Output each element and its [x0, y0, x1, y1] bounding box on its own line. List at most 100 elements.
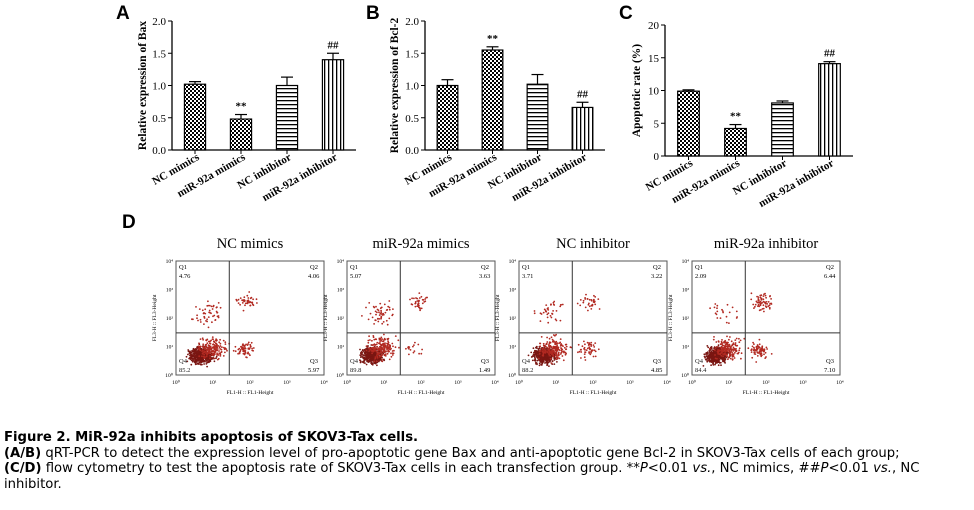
- scatter-point: [256, 302, 258, 304]
- scatter-point: [583, 346, 586, 349]
- scatter-point: [359, 359, 361, 362]
- scatter-point: [577, 343, 580, 346]
- scatter-point: [201, 360, 204, 363]
- scatter-point: [722, 311, 724, 314]
- scatter-point: [414, 341, 416, 344]
- scatter-point: [372, 347, 375, 350]
- scatter-point: [376, 352, 379, 355]
- scatter-point: [762, 298, 765, 301]
- scatter-point: [594, 355, 597, 358]
- scatter-point: [731, 353, 734, 356]
- scatter-point: [374, 347, 377, 350]
- scatter-point: [710, 347, 713, 350]
- scatter-point: [365, 345, 368, 348]
- scatter-point: [762, 304, 765, 307]
- scatter-point: [728, 311, 731, 314]
- scatter-point: [405, 347, 407, 350]
- scatter-point: [536, 347, 538, 350]
- scatter-point: [729, 348, 732, 351]
- scatter-point: [530, 356, 533, 358]
- scatter-point: [751, 345, 754, 348]
- scatter-point: [753, 307, 755, 309]
- scatter-point: [714, 312, 717, 315]
- scatter-point: [390, 355, 393, 358]
- scatter-point: [203, 353, 206, 356]
- scatter-point: [246, 352, 249, 355]
- scatter-point: [559, 305, 562, 308]
- scatter-point: [367, 339, 370, 342]
- scatter-point: [732, 346, 735, 349]
- scatter-point: [392, 345, 394, 348]
- scatter-point: [594, 342, 597, 344]
- scatter-point: [382, 321, 385, 323]
- scatter-point: [384, 342, 386, 345]
- scatter-point: [597, 298, 600, 300]
- scatter-point: [369, 339, 371, 341]
- scatter-point: [219, 355, 222, 357]
- scatter-point: [553, 351, 556, 353]
- scatter-point: [203, 347, 206, 349]
- scatter-point: [368, 335, 370, 338]
- scatter-point: [545, 359, 547, 362]
- scatter-point: [380, 336, 383, 339]
- scatter-point: [244, 304, 246, 307]
- scatter-point: [419, 309, 421, 312]
- scatter-point: [708, 353, 711, 356]
- scatter-point: [359, 354, 362, 356]
- scatter-point: [549, 345, 551, 348]
- figure-caption: Figure 2. MiR-92a inhibits apoptosis of …: [4, 430, 970, 492]
- scatter-point: [207, 316, 210, 318]
- scatter-point: [584, 343, 586, 346]
- scatter-point: [756, 355, 759, 357]
- scatter-point: [763, 310, 765, 313]
- scatter-point: [549, 350, 551, 353]
- scatter-point: [373, 338, 376, 341]
- scatter-point: [533, 355, 535, 358]
- scatter-point: [207, 344, 210, 347]
- scatter-point: [754, 303, 757, 306]
- caption-ab-label: (A/B): [4, 445, 42, 461]
- significance-label: ##: [824, 48, 836, 60]
- scatter-point: [707, 346, 710, 349]
- scatter-point: [584, 359, 587, 361]
- scatter-point: [374, 344, 376, 346]
- flow-plot-title: miR-92a inhibitor: [713, 236, 819, 252]
- scatter-point: [372, 354, 375, 357]
- y-axis-label: FL3-H :: FL3-Height: [152, 294, 158, 341]
- scatter-point: [187, 353, 189, 356]
- scatter-point: [712, 355, 715, 358]
- scatter-point: [248, 347, 251, 349]
- scatter-point: [758, 305, 761, 308]
- scatter-point: [729, 357, 732, 360]
- scatter-points: [702, 292, 773, 367]
- scatter-point: [758, 343, 761, 346]
- x-tick-label: 10³: [626, 380, 634, 386]
- scatter-point: [584, 306, 587, 309]
- scatter-point: [547, 349, 550, 352]
- scatter-point: [557, 353, 559, 356]
- scatter-point: [550, 316, 553, 319]
- quadrant-value: 5.07: [350, 273, 362, 280]
- scatter-point: [597, 348, 600, 351]
- scatter-point: [360, 353, 363, 356]
- scatter-point: [418, 297, 421, 299]
- scatter-point: [369, 312, 372, 315]
- scatter-point: [385, 319, 388, 322]
- scatter-point: [542, 344, 545, 347]
- scatter-points: [185, 291, 258, 368]
- scatter-point: [381, 358, 383, 361]
- scatter-point: [540, 336, 543, 338]
- scatter-point: [583, 353, 586, 355]
- scatter-point: [706, 356, 709, 359]
- scatter-point: [387, 340, 389, 343]
- scatter-point: [381, 338, 384, 340]
- scatter-point: [380, 317, 382, 320]
- scatter-point: [752, 341, 754, 344]
- scatter-point: [705, 358, 708, 361]
- scatter-point: [220, 348, 223, 351]
- scatter-point: [188, 357, 191, 360]
- scatter-point: [731, 306, 734, 309]
- scatter-point: [736, 344, 739, 347]
